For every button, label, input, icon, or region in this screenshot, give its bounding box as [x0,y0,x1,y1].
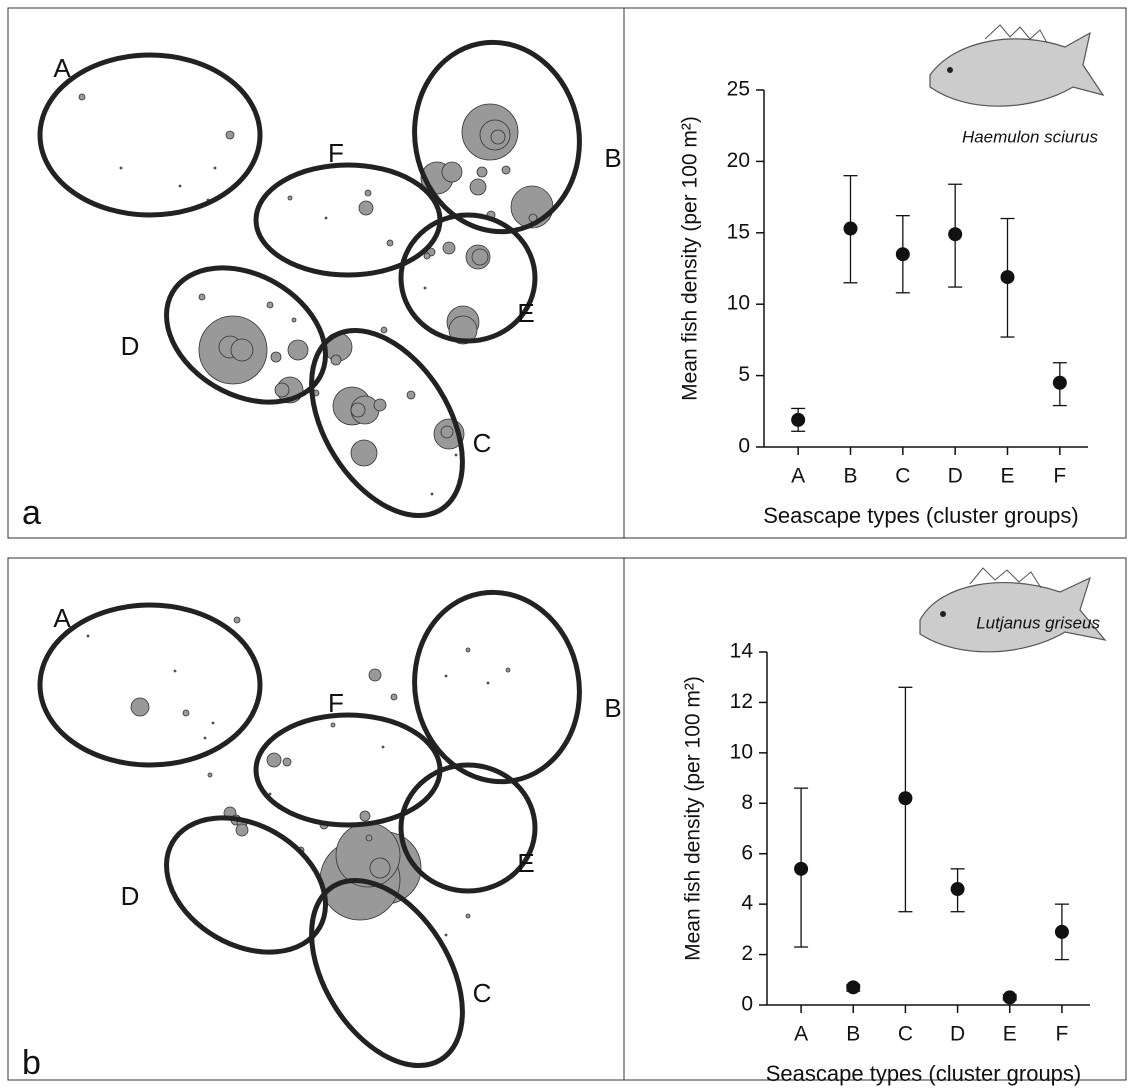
cluster-ellipse [164,265,328,405]
mean-point [791,412,806,427]
cluster-label: A [53,603,71,633]
mean-point [1002,990,1017,1005]
cluster-label: F [328,138,344,168]
cluster-label: D [121,331,140,361]
x-axis-label: Seascape types (cluster groups) [763,503,1079,528]
cluster-ellipse [309,327,465,519]
cluster-ellipse [164,815,328,955]
mean-point [1000,270,1015,285]
panel-frame [7,557,1127,1081]
y-tick-label: 5 [738,363,750,386]
cluster-label: B [604,693,621,723]
y-tick-label: 2 [741,942,753,965]
cluster-ellipse [37,52,263,218]
x-tick-label: D [950,1023,965,1046]
mean-point [794,861,809,876]
y-tick-label: 0 [738,435,750,458]
y-tick-label: 6 [741,841,753,864]
y-tick-label: 25 [727,78,750,101]
y-tick-label: 15 [727,220,750,243]
ordination-panel: a A B C D E F [22,39,622,532]
cluster-label: C [473,978,492,1008]
y-tick-label: 0 [741,993,753,1016]
mean-point [843,221,858,236]
bubbles [78,93,554,496]
cluster-ellipse [253,162,443,278]
y-axis-label: Mean fish density (per 100 m²) [682,676,705,961]
y-tick-label: 4 [741,892,753,915]
x-tick-label: C [895,465,910,488]
cluster-label: C [473,428,492,458]
cluster-ellipse [37,602,263,768]
fish-illustration [919,567,1107,653]
y-axis-label: Mean fish density (per 100 m²) [679,116,702,401]
y-tick-label: 14 [730,640,754,663]
cluster-ellipse [412,589,582,785]
ordination-panel: b A B C D E F [22,589,622,1082]
fish-illustration [929,24,1105,107]
panel-letter: a [22,494,41,532]
y-tick-label: 10 [727,292,750,315]
x-axis-label: Seascape types (cluster groups) [766,1061,1082,1086]
mean-point [1054,924,1069,939]
mean-point [895,247,910,262]
x-tick-label: D [948,465,963,488]
cluster-ellipse [398,212,538,344]
cluster-ellipse [398,762,538,894]
cluster-label: D [121,881,140,911]
y-tick-label: 10 [730,740,753,763]
y-tick-label: 12 [730,690,753,713]
cluster-label: E [517,848,534,878]
cluster-ellipse [309,877,465,1069]
panel-letter: b [22,1044,41,1082]
x-tick-label: B [846,1023,860,1046]
x-tick-label: E [1003,1023,1017,1046]
species-name: Haemulon sciurus [962,127,1099,146]
cluster-label: E [517,298,534,328]
x-tick-label: F [1053,465,1066,488]
species-name: Lutjanus griseus [976,613,1100,632]
mean-point [948,227,963,242]
cluster-label: B [604,143,621,173]
mean-point [950,882,965,897]
cluster-ellipse [253,712,443,828]
x-tick-label: A [791,465,805,488]
mean-point [898,791,913,806]
x-tick-label: A [794,1023,808,1046]
x-tick-label: C [898,1023,913,1046]
x-tick-label: F [1056,1023,1069,1046]
y-tick-label: 8 [741,791,753,814]
y-tick-label: 20 [727,149,750,172]
cluster-label: F [328,688,344,718]
cluster-label: A [53,53,71,83]
x-tick-label: E [1000,465,1014,488]
mean-point [846,980,861,995]
panel-frame [7,7,1127,539]
x-tick-label: B [843,465,857,488]
mean-point [1052,375,1067,390]
